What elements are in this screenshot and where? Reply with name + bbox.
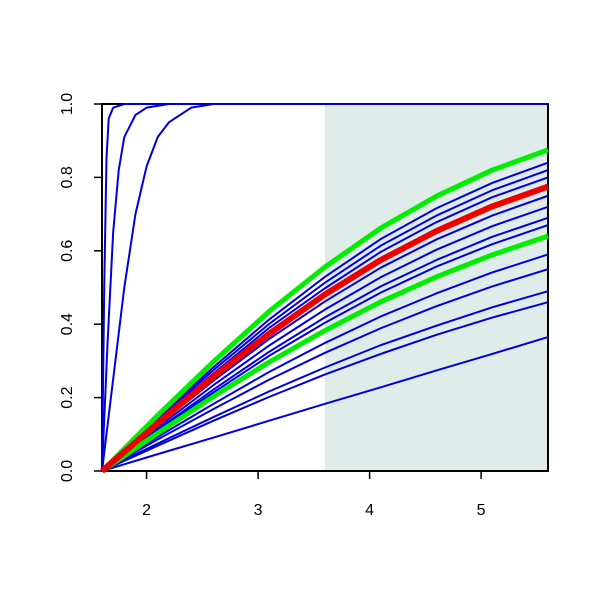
series-line — [101, 161, 549, 472]
x-tick-label: 4 — [365, 502, 374, 519]
series-line — [101, 205, 549, 472]
y-tick-label: 0.4 — [59, 313, 76, 335]
series-line — [101, 301, 549, 472]
series-line — [101, 216, 549, 472]
x-tick-label: 2 — [142, 502, 151, 519]
series-line — [101, 268, 549, 472]
x-tick-label: 3 — [254, 502, 263, 519]
series-line — [101, 103, 548, 472]
series-line — [100, 147, 549, 473]
series-line — [101, 103, 548, 472]
series-line — [100, 183, 550, 474]
series-line — [100, 233, 549, 474]
series-line — [101, 290, 549, 472]
series-line — [101, 253, 549, 472]
y-tick-label: 0.8 — [59, 166, 76, 188]
series-line — [101, 336, 549, 472]
y-tick-label: 0.6 — [59, 240, 76, 262]
y-tick-label: 0.2 — [59, 386, 76, 408]
shaded-region — [325, 104, 548, 471]
series-line — [101, 103, 548, 472]
y-tick-label: 1.0 — [59, 93, 76, 115]
y-tick-label: 0.0 — [59, 460, 76, 482]
x-tick-label: 5 — [477, 502, 486, 519]
series-line — [101, 169, 549, 472]
